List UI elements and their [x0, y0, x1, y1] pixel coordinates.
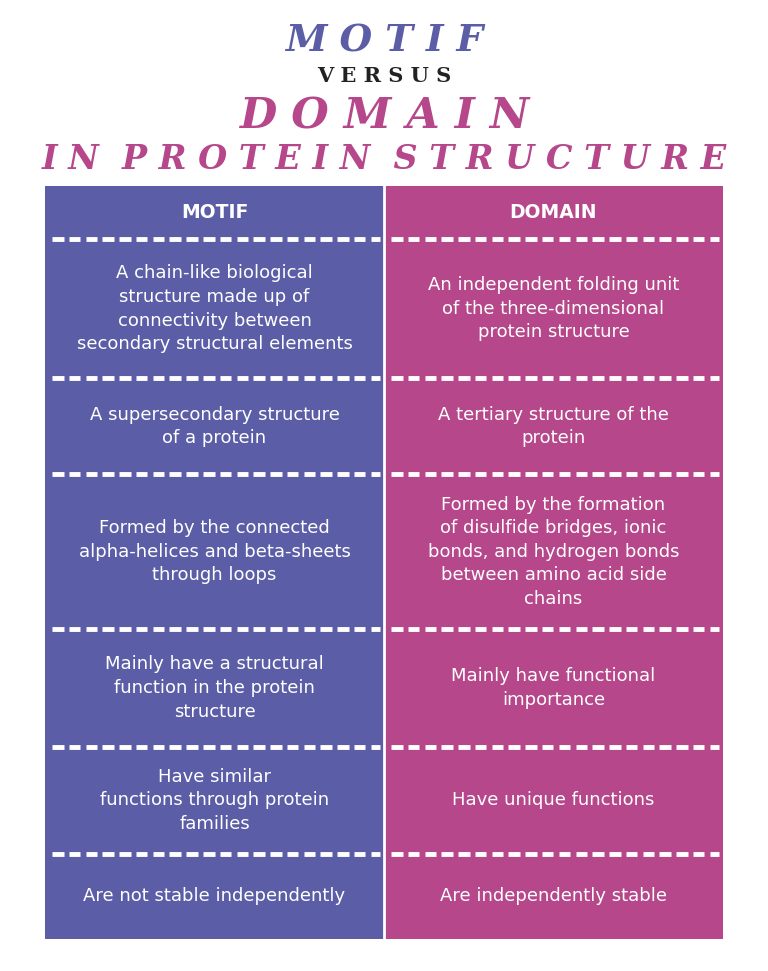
Bar: [384, 629, 723, 747]
Text: Have similar
functions through protein
families: Have similar functions through protein f…: [100, 767, 329, 833]
Text: I N  P R O T E I N  S T R U C T U R E: I N P R O T E I N S T R U C T U R E: [41, 143, 727, 176]
Text: An independent folding unit
of the three-dimensional
protein structure: An independent folding unit of the three…: [428, 276, 679, 342]
Text: Have unique functions: Have unique functions: [452, 791, 654, 809]
Text: Are independently stable: Are independently stable: [440, 887, 667, 905]
Bar: [384, 186, 723, 240]
Text: DOMAIN: DOMAIN: [510, 203, 598, 222]
Text: M O T I F: M O T I F: [285, 22, 483, 59]
Bar: [45, 629, 384, 747]
Bar: [384, 854, 723, 939]
Bar: [45, 747, 384, 854]
Text: Formed by the formation
of disulfide bridges, ionic
bonds, and hydrogen bonds
be: Formed by the formation of disulfide bri…: [428, 495, 679, 608]
Bar: [45, 186, 384, 240]
Bar: [384, 747, 723, 854]
Text: Mainly have a structural
function in the protein
structure: Mainly have a structural function in the…: [105, 655, 324, 720]
Bar: [45, 475, 384, 629]
Text: MOTIF: MOTIF: [180, 203, 248, 222]
Text: Mainly have functional
importance: Mainly have functional importance: [452, 667, 656, 709]
Bar: [45, 379, 384, 475]
Text: V E R S U S: V E R S U S: [317, 66, 451, 86]
Bar: [45, 240, 384, 379]
Bar: [45, 854, 384, 939]
Bar: [384, 379, 723, 475]
Text: Visit www.PEDIAA.com: Visit www.PEDIAA.com: [478, 945, 629, 957]
Bar: [384, 475, 723, 629]
Text: A chain-like biological
structure made up of
connectivity between
secondary stru: A chain-like biological structure made u…: [77, 264, 353, 353]
Bar: [384, 240, 723, 379]
Text: A supersecondary structure
of a protein: A supersecondary structure of a protein: [90, 406, 339, 447]
Text: Formed by the connected
alpha-helices and beta-sheets
through loops: Formed by the connected alpha-helices an…: [78, 519, 350, 585]
Text: Are not stable independently: Are not stable independently: [84, 887, 346, 905]
Text: A tertiary structure of the
protein: A tertiary structure of the protein: [438, 406, 669, 447]
Text: D O M A I N: D O M A I N: [239, 95, 529, 137]
